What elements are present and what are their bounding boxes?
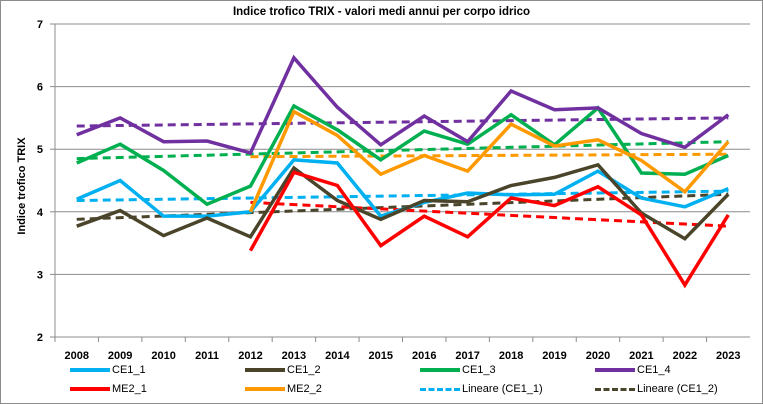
x-tick-label: 2022 bbox=[673, 350, 697, 362]
x-tick-label: 2014 bbox=[325, 350, 350, 362]
legend-label: CE1_3 bbox=[462, 364, 496, 376]
legend-swatch bbox=[595, 387, 635, 391]
legend-label: CE1_4 bbox=[637, 364, 671, 376]
x-tick-label: 2023 bbox=[716, 350, 740, 362]
y-tick-label: 5 bbox=[37, 144, 43, 156]
series-line-ce1-2 bbox=[76, 162, 730, 241]
x-tick-label: 2011 bbox=[195, 350, 219, 362]
legend-swatch bbox=[595, 368, 635, 372]
x-tick-label: 2018 bbox=[499, 350, 523, 362]
trendline-ce1-4 bbox=[76, 116, 729, 128]
legend-label: CE1_2 bbox=[287, 364, 321, 376]
series-line-me2-1 bbox=[248, 170, 730, 289]
legend-item: ME2_1 bbox=[70, 383, 147, 395]
x-tick-label: 2015 bbox=[369, 350, 393, 362]
legend-item: CE1_2 bbox=[245, 364, 321, 376]
y-tick-label: 3 bbox=[37, 269, 43, 281]
series-line-me2-2 bbox=[248, 109, 730, 213]
legend-swatch bbox=[70, 387, 110, 391]
legend-label: Lineare (CE1_1) bbox=[462, 383, 543, 395]
legend-item: CE1_1 bbox=[70, 364, 146, 376]
x-tick-label: 2010 bbox=[151, 350, 175, 362]
legend-swatch bbox=[245, 387, 285, 391]
legend-label: ME2_2 bbox=[287, 383, 322, 395]
y-tick-label: 7 bbox=[37, 19, 43, 31]
trendline-me2-1 bbox=[250, 200, 729, 228]
x-tick-label: 2008 bbox=[64, 350, 88, 362]
legend-label: ME2_1 bbox=[112, 383, 147, 395]
legend-label: CE1_1 bbox=[112, 364, 146, 376]
legend-item: Lineare (CE1_2) bbox=[595, 383, 718, 395]
x-tick-label: 2009 bbox=[108, 350, 132, 362]
legend-swatch bbox=[420, 387, 460, 391]
y-tick-label: 4 bbox=[37, 207, 44, 219]
x-tick-label: 2016 bbox=[412, 350, 436, 362]
x-tick-label: 2020 bbox=[586, 350, 610, 362]
trendline-ce1-3 bbox=[76, 140, 729, 161]
trendline-me2-2 bbox=[250, 152, 729, 159]
x-tick-label: 2013 bbox=[282, 350, 306, 362]
chart-title: Indice trofico TRIX - valori medi annui … bbox=[232, 6, 531, 18]
y-tick-label: 6 bbox=[37, 82, 43, 94]
x-tick-label: 2017 bbox=[455, 350, 479, 362]
legend-item: Lineare (CE1_1) bbox=[420, 383, 543, 395]
y-tick-label: 2 bbox=[37, 332, 43, 344]
x-tick-label: 2012 bbox=[238, 350, 262, 362]
legend-item: CE1_3 bbox=[420, 364, 496, 376]
series-line-ce1-3 bbox=[76, 103, 729, 207]
trendline-ce1-1 bbox=[76, 189, 729, 203]
series-line-ce1-4 bbox=[76, 54, 730, 156]
legend-swatch bbox=[245, 368, 285, 372]
legend-item: CE1_4 bbox=[595, 364, 671, 376]
legend-item: ME2_2 bbox=[245, 383, 322, 395]
legend-swatch bbox=[70, 368, 110, 372]
x-tick-label: 2021 bbox=[629, 350, 653, 362]
x-tick-label: 2019 bbox=[542, 350, 566, 362]
legend-swatch bbox=[420, 368, 460, 372]
legend-label: Lineare (CE1_2) bbox=[637, 383, 718, 395]
